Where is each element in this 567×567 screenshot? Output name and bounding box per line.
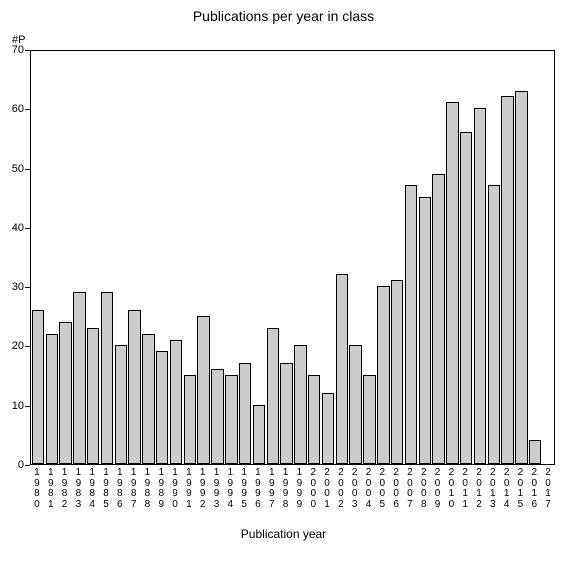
bar [391, 280, 403, 464]
x-tick-label: 2010 [445, 468, 457, 510]
x-tick-label: 2012 [473, 468, 485, 510]
bar [170, 340, 182, 465]
x-tick-label: 2009 [432, 468, 444, 510]
bar [253, 405, 265, 464]
x-tick-label: 1999 [293, 468, 305, 510]
chart-container: Publications per year in class #P 010203… [0, 0, 567, 567]
bar [156, 351, 168, 464]
bar [432, 174, 444, 465]
bar [474, 108, 486, 464]
bar [446, 102, 458, 464]
bar [184, 375, 196, 464]
x-tick-label: 2014 [501, 468, 513, 510]
x-tick-label: 1987 [128, 468, 140, 510]
x-tick-label: 1980 [31, 468, 43, 510]
bar [59, 322, 71, 464]
x-tick-label: 2001 [321, 468, 333, 510]
x-tick-label: 1992 [197, 468, 209, 510]
bar [322, 393, 334, 464]
y-tick-label: 20 [0, 340, 24, 352]
plot-area [30, 50, 555, 465]
y-tick-label: 50 [0, 163, 24, 175]
bar [142, 334, 154, 464]
bar [87, 328, 99, 464]
y-tick-mark [25, 406, 30, 407]
y-tick-mark [25, 228, 30, 229]
x-tick-label: 1981 [45, 468, 57, 510]
x-tick-label: 1994 [224, 468, 236, 510]
x-tick-label: 2002 [335, 468, 347, 510]
bar [239, 363, 251, 464]
x-tick-label: 2007 [404, 468, 416, 510]
x-tick-label: 1997 [266, 468, 278, 510]
bar [225, 375, 237, 464]
y-tick-mark [25, 169, 30, 170]
y-tick-label: 60 [0, 103, 24, 115]
y-tick-label: 0 [0, 459, 24, 471]
x-tick-label: 1998 [280, 468, 292, 510]
bar [115, 345, 127, 464]
bar [529, 440, 541, 464]
y-tick-mark [25, 465, 30, 466]
x-tick-label: 1990 [169, 468, 181, 510]
x-tick-label: 2004 [362, 468, 374, 510]
y-tick-label: 40 [0, 222, 24, 234]
bar [488, 185, 500, 464]
bar [363, 375, 375, 464]
bar [46, 334, 58, 464]
bar [197, 316, 209, 464]
x-tick-label: 1983 [72, 468, 84, 510]
x-tick-label: 2008 [418, 468, 430, 510]
x-tick-label: 1993 [211, 468, 223, 510]
bar [211, 369, 223, 464]
bar [501, 96, 513, 464]
x-tick-label: 2005 [376, 468, 388, 510]
x-tick-label: 1986 [114, 468, 126, 510]
x-tick-label: 1989 [155, 468, 167, 510]
bar [32, 310, 44, 464]
bar [460, 132, 472, 464]
y-tick-label: 30 [0, 281, 24, 293]
x-tick-label: 2015 [514, 468, 526, 510]
y-tick-label: 10 [0, 400, 24, 412]
x-tick-label: 1991 [183, 468, 195, 510]
y-tick-mark [25, 287, 30, 288]
bar [267, 328, 279, 464]
x-tick-label: 2016 [528, 468, 540, 510]
x-tick-label: 2011 [459, 468, 471, 510]
bar [515, 91, 527, 465]
chart-title: Publications per year in class [0, 8, 567, 24]
x-tick-label: 2013 [487, 468, 499, 510]
x-tick-label: 2003 [349, 468, 361, 510]
x-tick-label: 2017 [542, 468, 554, 510]
x-tick-label: 2006 [390, 468, 402, 510]
bar [405, 185, 417, 464]
x-tick-label: 1995 [238, 468, 250, 510]
bar [308, 375, 320, 464]
x-axis-label: Publication year [0, 527, 567, 541]
bar [280, 363, 292, 464]
bar [377, 286, 389, 464]
bar [336, 274, 348, 464]
x-tick-label: 1985 [100, 468, 112, 510]
bar [349, 345, 361, 464]
x-tick-label: 1982 [59, 468, 71, 510]
bar [73, 292, 85, 464]
bar [294, 345, 306, 464]
y-tick-mark [25, 109, 30, 110]
bar [101, 292, 113, 464]
x-tick-label: 1996 [252, 468, 264, 510]
bars-group [31, 51, 554, 464]
y-tick-mark [25, 50, 30, 51]
bar [128, 310, 140, 464]
x-tick-label: 1984 [86, 468, 98, 510]
bar [419, 197, 431, 464]
x-tick-label: 1988 [141, 468, 153, 510]
y-tick-label: 70 [0, 44, 24, 56]
x-tick-label: 2000 [307, 468, 319, 510]
y-tick-mark [25, 346, 30, 347]
